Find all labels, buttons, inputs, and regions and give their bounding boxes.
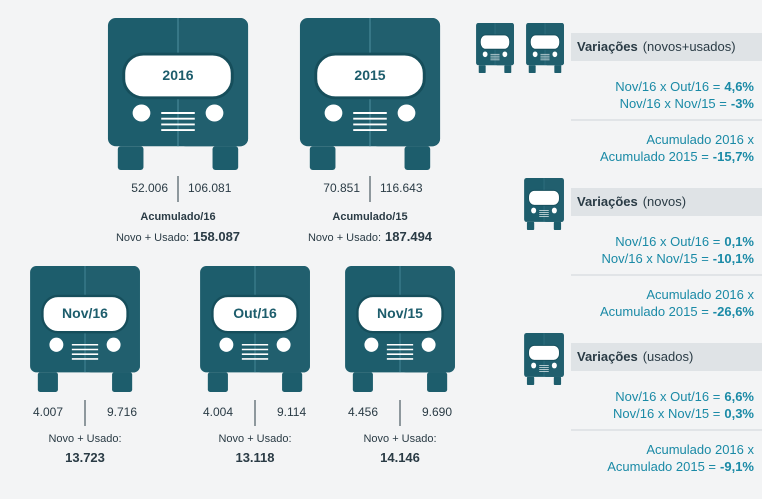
truck-icon — [198, 266, 312, 392]
variation-label: Acumulado 2015 = — [607, 459, 717, 474]
value-left: 4.004 — [202, 405, 233, 419]
variation-label: Nov/16 x Nov/15 = — [619, 96, 727, 111]
value-left: 4.007 — [32, 405, 63, 419]
truck-label: 2015 — [354, 67, 386, 83]
variation-row: Nov/16 x Out/16 = 4,6% — [615, 80, 754, 93]
value-right: 9.716 — [107, 405, 138, 419]
section-subtitle: (usados) — [642, 349, 694, 364]
accumulated-line: Acumulado 2016 x — [646, 132, 754, 147]
variation-value: -15,7% — [712, 149, 754, 164]
variation-row: Acumulado 2015 = -26,6% — [600, 305, 754, 318]
variation-value: 6,6% — [724, 389, 754, 404]
variation-label: Nov/16 x Out/16 = — [615, 79, 721, 94]
truck-icon — [343, 266, 457, 392]
variation-row: Acumulado 2015 = -9,1% — [607, 460, 754, 473]
accumulated-line: Acumulado 2016 x — [646, 442, 754, 457]
total-row: Novo + Usado: 187.494 — [308, 230, 432, 244]
truck-icon — [475, 23, 515, 73]
variation-label: Nov/16 x Out/16 = — [615, 234, 721, 249]
variation-value: -10,1% — [712, 251, 754, 266]
variation-value: 0,1% — [724, 234, 754, 249]
total: 13.723 — [65, 450, 105, 465]
section-header: Variações (novos) — [571, 188, 762, 216]
total: 13.118 — [235, 450, 275, 465]
accumulated-line: Acumulado 2016 x — [646, 287, 754, 302]
variation-label: Nov/16 x Nov/15 = — [601, 251, 709, 266]
variation-label: Acumulado 2015 = — [600, 304, 709, 319]
variation-label: Nov/16 x Out/16 = — [615, 389, 721, 404]
truck-icon — [525, 23, 565, 73]
variation-row: Nov/16 x Out/16 = 0,1% — [615, 235, 754, 248]
variation-row: Nov/16 x Nov/15 = -3% — [620, 97, 754, 110]
variation-row: Nov/16 x Nov/15 = -10,1% — [601, 252, 754, 265]
variation-value: -26,6% — [712, 304, 754, 319]
total: 158.087 — [193, 229, 241, 244]
section-subtitle: (novos+usados) — [642, 39, 736, 54]
variation-row: Acumulado 2015 = -15,7% — [600, 150, 754, 163]
value-left: 52.006 — [131, 181, 168, 195]
total-label: Novo + Usado: — [363, 433, 437, 445]
value-right: 116.643 — [380, 181, 423, 195]
variation-label: Nov/16 x Nov/15 = — [613, 406, 721, 421]
total-label: Novo + Usado: — [218, 433, 292, 445]
value-left: 4.456 — [347, 405, 378, 419]
value-left: 70.851 — [323, 181, 360, 195]
total: 14.146 — [380, 450, 420, 465]
truck-icon — [298, 18, 442, 170]
section-header: Variações (usados) — [571, 343, 762, 371]
truck-label: Nov/16 — [62, 305, 108, 322]
total-row: Novo + Usado: 158.087 — [116, 230, 240, 244]
truck-icon — [106, 18, 250, 170]
section-subtitle: (novos) — [642, 194, 687, 209]
truck-icon — [28, 266, 142, 392]
section-header: Variações (novos+usados) — [571, 33, 762, 61]
variation-value: -9,1% — [720, 459, 754, 474]
section-title: Variações — [577, 194, 638, 209]
total-label: Novo + Usado: — [115, 232, 190, 244]
truck-label: Out/16 — [233, 305, 277, 322]
truck-label: Nov/15 — [377, 305, 423, 322]
value-right: 9.114 — [277, 405, 307, 419]
variation-label: Acumulado 2015 = — [600, 149, 709, 164]
truck-icon — [523, 178, 565, 230]
total-label: Novo + Usado: — [48, 433, 122, 445]
variation-row: Nov/16 x Nov/15 = 0,3% — [613, 407, 754, 420]
total: 187.494 — [385, 229, 433, 244]
total-label: Novo + Usado: — [307, 232, 382, 244]
variation-value: 0,3% — [724, 406, 754, 421]
section-title: Variações — [577, 349, 638, 364]
variation-value: -3% — [730, 96, 754, 111]
variation-value: 4,6% — [724, 79, 754, 94]
caption: Acumulado/15 — [332, 211, 408, 223]
section-title: Variações — [577, 39, 638, 54]
truck-icon — [523, 333, 565, 385]
value-right: 9.690 — [422, 405, 453, 419]
truck-label: 2016 — [162, 67, 194, 83]
value-right: 106.081 — [188, 181, 232, 195]
variation-row: Nov/16 x Out/16 = 6,6% — [615, 390, 754, 403]
caption: Acumulado/16 — [140, 211, 216, 223]
